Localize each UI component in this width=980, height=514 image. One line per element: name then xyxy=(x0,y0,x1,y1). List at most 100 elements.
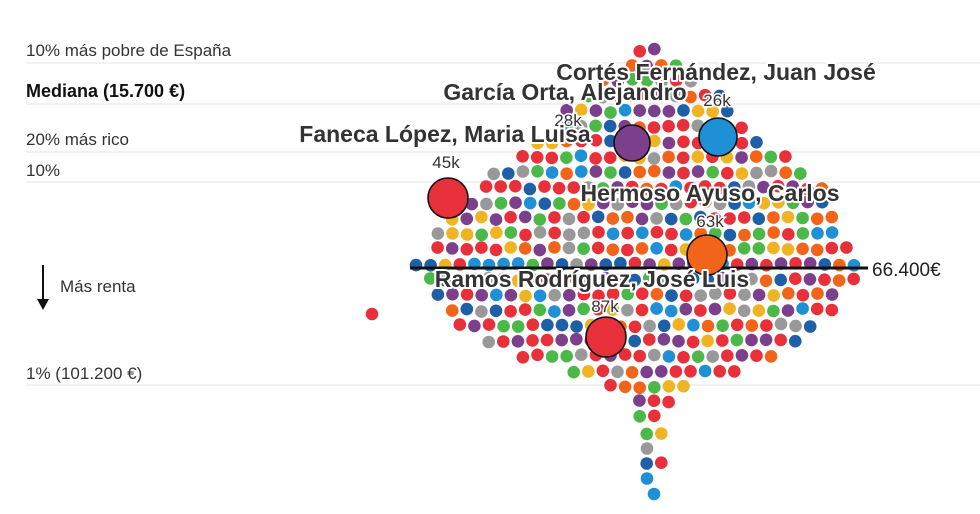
data-point xyxy=(721,166,734,180)
data-point xyxy=(604,378,617,392)
data-point xyxy=(650,287,664,301)
data-point xyxy=(533,303,547,317)
highlighted-value-label: 63k xyxy=(696,212,724,231)
data-point xyxy=(640,442,654,455)
data-point xyxy=(530,151,544,164)
data-point xyxy=(752,212,766,225)
data-point xyxy=(603,151,617,164)
data-point xyxy=(480,197,493,211)
data-point xyxy=(460,212,474,226)
data-point xyxy=(687,318,700,332)
data-point xyxy=(647,487,661,501)
data-point xyxy=(713,89,726,103)
data-point xyxy=(676,151,690,165)
data-point xyxy=(575,103,588,117)
data-point xyxy=(475,288,489,302)
highlighted-bubble xyxy=(585,316,627,358)
data-point xyxy=(677,379,690,393)
data-point xyxy=(468,319,481,333)
data-point xyxy=(589,104,603,117)
data-point xyxy=(560,167,573,180)
data-point xyxy=(596,73,610,87)
data-point xyxy=(709,287,722,300)
data-point xyxy=(567,365,580,379)
data-point xyxy=(664,212,678,226)
data-point xyxy=(545,350,559,363)
data-point xyxy=(723,287,737,300)
data-point xyxy=(531,348,544,362)
data-point xyxy=(518,210,532,224)
data-point xyxy=(504,210,517,224)
reference-label-median: Mediana (15.700 €) xyxy=(26,81,186,101)
data-point xyxy=(519,228,532,242)
data-point xyxy=(789,272,802,286)
data-point xyxy=(626,73,639,86)
data-point xyxy=(518,242,532,255)
data-point xyxy=(781,304,795,317)
data-point xyxy=(647,152,661,165)
data-point xyxy=(490,226,503,239)
data-point xyxy=(643,271,656,285)
data-point xyxy=(640,197,654,211)
data-point xyxy=(487,167,501,181)
data-point xyxy=(640,89,653,102)
data-point xyxy=(801,182,814,196)
data-point xyxy=(502,167,515,180)
data-point xyxy=(625,89,639,102)
reference-label-10: 10% xyxy=(26,161,61,180)
data-point xyxy=(582,181,595,194)
data-point xyxy=(636,226,649,240)
data-point xyxy=(767,211,780,224)
data-point xyxy=(445,242,459,255)
data-point xyxy=(504,241,517,254)
data-point xyxy=(475,228,489,242)
data-point xyxy=(453,318,467,331)
data-point xyxy=(759,274,773,288)
data-point xyxy=(825,226,839,239)
data-point xyxy=(789,257,802,270)
data-point xyxy=(655,197,668,210)
data-point xyxy=(694,304,707,317)
data-point xyxy=(676,118,690,132)
data-point xyxy=(672,318,686,331)
data-point xyxy=(431,241,444,254)
data-point xyxy=(591,210,605,224)
data-point xyxy=(560,349,573,363)
data-point xyxy=(662,105,676,118)
data-point xyxy=(633,349,646,363)
data-point xyxy=(728,197,741,210)
data-point xyxy=(599,271,612,285)
data-point xyxy=(509,196,522,209)
data-point xyxy=(545,166,559,179)
data-point xyxy=(604,106,617,119)
data-point xyxy=(531,165,544,178)
data-point xyxy=(648,134,661,148)
data-point xyxy=(648,42,661,56)
data-point xyxy=(489,213,503,226)
data-point xyxy=(575,134,588,148)
data-point xyxy=(662,380,676,393)
data-point xyxy=(560,120,573,134)
highlighted-value-label: 26k xyxy=(703,91,731,110)
data-point xyxy=(548,241,561,254)
data-point xyxy=(648,381,661,394)
data-point xyxy=(523,182,537,196)
data-point xyxy=(625,59,639,72)
data-point xyxy=(633,45,646,58)
data-point xyxy=(533,243,547,257)
data-point xyxy=(577,302,590,316)
data-point xyxy=(767,241,780,255)
data-point xyxy=(365,307,379,321)
highlighted-name-label: Faneca López, Maria Luisa xyxy=(299,121,591,147)
data-point xyxy=(691,165,705,178)
highlighted-value-label: 28k xyxy=(554,111,582,130)
data-point xyxy=(825,241,839,255)
data-point xyxy=(635,212,649,226)
data-point xyxy=(774,273,787,287)
data-point xyxy=(545,136,559,150)
data-point xyxy=(730,273,744,287)
data-point xyxy=(752,304,766,317)
data-point xyxy=(796,288,810,302)
data-point xyxy=(611,181,624,194)
data-point xyxy=(611,198,625,211)
